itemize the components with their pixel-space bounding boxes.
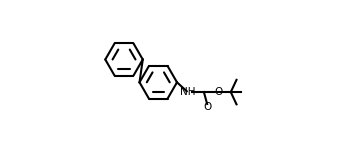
- Text: O: O: [204, 102, 212, 112]
- Text: NH: NH: [180, 87, 195, 97]
- Text: O: O: [215, 87, 223, 97]
